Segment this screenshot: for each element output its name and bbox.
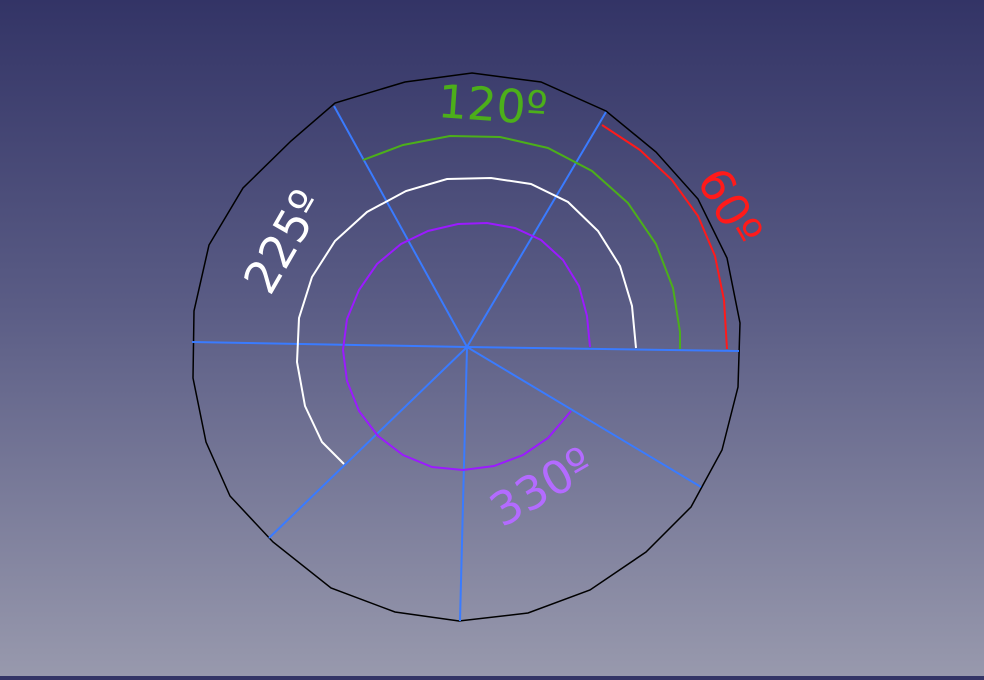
label-225: 225º [233,181,335,303]
spokes [191,105,740,622]
spoke-line [191,341,468,348]
label-60: 60º [686,159,773,255]
spoke-line [466,346,740,352]
spoke-line [333,105,468,348]
spoke-line [466,111,607,348]
label-120: 120º [436,74,549,136]
spoke-line [459,346,468,622]
arc-120 [362,134,681,349]
label-330: 330º [481,436,603,538]
outer-circle [192,72,741,622]
arc-225 [295,176,637,465]
spoke-line [466,346,702,488]
arc-60 [601,124,728,350]
spoke-line [268,346,468,539]
arc-330 [341,221,591,472]
